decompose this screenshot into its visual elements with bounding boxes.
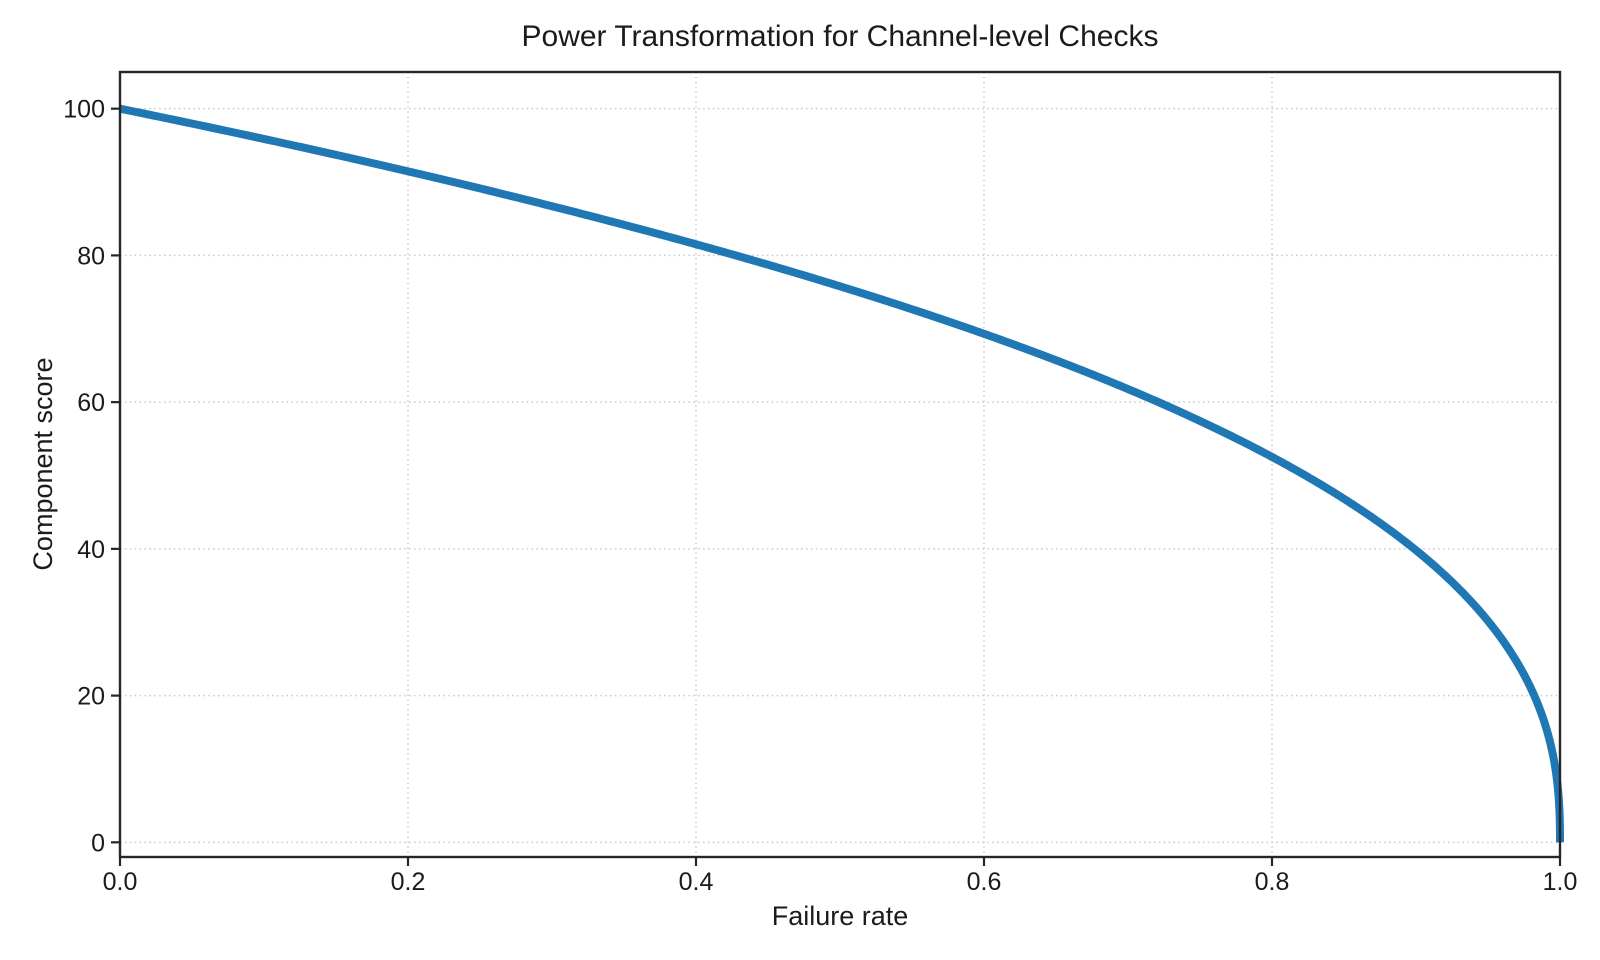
y-tick-label: 40 (77, 536, 105, 564)
y-tick-label: 100 (63, 96, 105, 124)
y-tick-label: 80 (77, 242, 105, 270)
x-tick-label: 0.2 (391, 868, 426, 896)
x-tick-label: 0.4 (679, 868, 714, 896)
y-tick-labels: 0 20 40 60 80 100 (63, 96, 105, 858)
gridlines (119, 72, 1561, 857)
component-score-curve (119, 104, 1564, 843)
power-curve-layer (119, 104, 1564, 843)
x-tick-label: 0.8 (1255, 868, 1290, 896)
x-tick-label: 0.0 (103, 868, 138, 896)
axis-tick-marks (111, 107, 1562, 866)
x-axis-label: Failure rate (772, 901, 909, 931)
chart-title: Power Transformation for Channel-level C… (522, 20, 1159, 53)
x-tick-label: 0.6 (967, 868, 1002, 896)
x-tick-labels: 0.0 0.2 0.4 0.6 0.8 1.0 (103, 868, 1578, 896)
x-tick-label: 1.0 (1543, 868, 1578, 896)
y-tick-label: 20 (77, 683, 105, 711)
y-tick-label: 60 (77, 389, 105, 417)
axes-spines (118, 70, 1562, 859)
y-axis-label: Component score (28, 357, 58, 570)
y-tick-label: 0 (91, 829, 105, 857)
